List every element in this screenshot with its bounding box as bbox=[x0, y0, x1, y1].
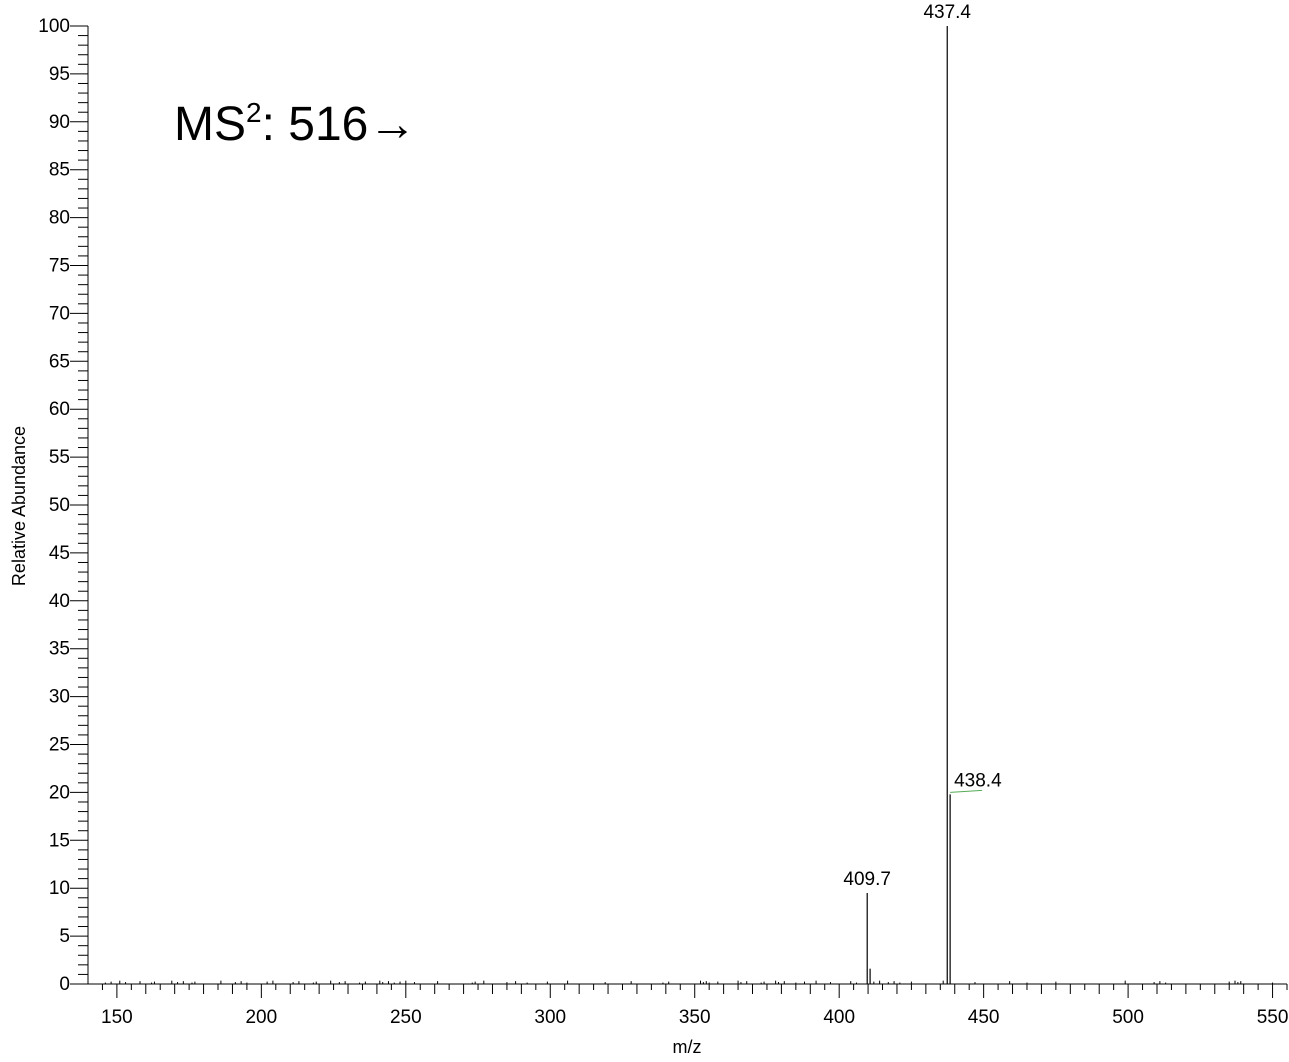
peak-label: 437.4 bbox=[923, 2, 971, 23]
label-leader-line bbox=[950, 789, 983, 793]
y-tick-label: 25 bbox=[49, 735, 70, 756]
y-tick-label: 0 bbox=[59, 974, 70, 995]
spectrum-peaks bbox=[866, 26, 951, 984]
y-tick-label: 80 bbox=[49, 208, 70, 229]
x-tick-label: 250 bbox=[390, 1007, 422, 1028]
x-tick-label: 400 bbox=[823, 1007, 855, 1028]
annotation-suffix: : 516 bbox=[262, 98, 369, 151]
y-tick-label: 10 bbox=[49, 878, 70, 899]
y-axis: 0 5 10 15 20 25 30 35 40 45 50 55 60 65 70 75 80 85 90 95 10… bbox=[38, 16, 89, 995]
y-axis-title: Relative Abundance bbox=[9, 426, 29, 586]
noise-peaks bbox=[104, 980, 1274, 984]
y-tick-label: 90 bbox=[49, 112, 70, 133]
y-tick-label: 75 bbox=[49, 256, 70, 277]
peak-label: 409.7 bbox=[843, 869, 891, 890]
y-tick-label: 60 bbox=[49, 399, 70, 420]
annotation-superscript: 2 bbox=[246, 97, 262, 128]
peak-label: 438.4 bbox=[954, 770, 1002, 791]
x-tick-label: 300 bbox=[534, 1007, 566, 1028]
y-tick-label: 40 bbox=[49, 591, 70, 612]
x-tick-label: 200 bbox=[245, 1007, 277, 1028]
x-axis: 150 200 250 300 350 400 450 500 550 bbox=[88, 983, 1289, 1028]
x-axis-title: m/z bbox=[673, 1037, 702, 1057]
y-tick-label: 35 bbox=[49, 639, 70, 660]
y-tick-label: 95 bbox=[49, 64, 70, 85]
x-tick-label: 150 bbox=[101, 1007, 133, 1028]
y-tick-label: 45 bbox=[49, 543, 70, 564]
y-tick-label: 20 bbox=[49, 782, 70, 803]
y-tick-label: 5 bbox=[59, 926, 70, 947]
y-tick-label: 100 bbox=[38, 16, 70, 37]
peak-labels: 409.7 437.4 438.4 bbox=[843, 2, 1002, 890]
y-tick-label: 70 bbox=[49, 303, 70, 324]
y-tick-label: 50 bbox=[49, 495, 70, 516]
x-tick-label: 550 bbox=[1257, 1007, 1289, 1028]
y-tick-label: 15 bbox=[49, 830, 70, 851]
y-tick-label: 55 bbox=[49, 447, 70, 468]
ms-annotation: MS2: 516→ bbox=[174, 97, 416, 151]
x-tick-label: 350 bbox=[679, 1007, 711, 1028]
x-tick-label: 450 bbox=[968, 1007, 1000, 1028]
x-tick-label: 500 bbox=[1112, 1007, 1144, 1028]
y-tick-label: 30 bbox=[49, 687, 70, 708]
arrow-icon: → bbox=[368, 98, 416, 151]
y-tick-label: 65 bbox=[49, 351, 70, 372]
y-tick-label: 85 bbox=[49, 160, 70, 181]
annotation-prefix: MS bbox=[174, 98, 246, 151]
